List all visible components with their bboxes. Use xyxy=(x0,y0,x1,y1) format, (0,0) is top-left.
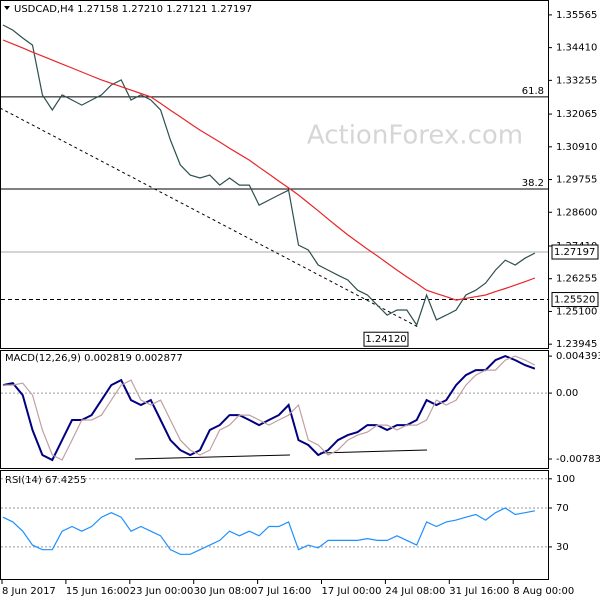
support-label: 1.25520 xyxy=(554,295,595,306)
x-tick-label: 24 Jul 08:00 xyxy=(385,586,445,597)
y-tick-label: 1.33255 xyxy=(556,75,597,86)
macd-support-line xyxy=(319,449,428,454)
x-tick-label: 17 Jul 00:00 xyxy=(322,586,382,597)
y-tick-label: 1.35565 xyxy=(556,10,597,21)
rsi-title: RSI(14) 67.4255 xyxy=(5,475,86,486)
y-tick-label: 0.00 xyxy=(556,388,578,399)
x-tick-label: 8 Aug 00:00 xyxy=(513,586,574,597)
fibo-label: 38.2 xyxy=(522,178,544,189)
menu-arrow xyxy=(4,6,10,10)
price-label-box xyxy=(551,244,599,260)
price-title: USDCAD,H4 1.27158 1.27210 1.27121 1.2719… xyxy=(14,4,252,15)
y-tick-label: 1.30910 xyxy=(556,142,597,153)
rsi-frame xyxy=(0,470,549,580)
y-tick-label: 1.26255 xyxy=(556,274,597,285)
x-tick-label: 7 Jul 16:00 xyxy=(258,586,312,597)
y-tick-label: 0.004393 xyxy=(556,351,600,362)
y-tick-label: 1.34410 xyxy=(556,43,597,54)
price-frame xyxy=(0,0,549,349)
macd-title: MACD(12,26,9) 0.002819 0.002877 xyxy=(5,353,183,364)
y-tick-label: 100 xyxy=(556,474,575,485)
x-tick-label: 8 Jun 2017 xyxy=(2,586,56,597)
y-tick-label: 1.29755 xyxy=(556,175,597,186)
y-tick-label: 1.23945 xyxy=(556,339,597,350)
series-line xyxy=(2,507,536,555)
low-label-box xyxy=(363,331,409,347)
y-tick-label: 1.25100 xyxy=(556,306,597,317)
series-line xyxy=(3,355,536,461)
x-tick-label: 15 Jun 16:00 xyxy=(66,586,130,597)
trend-line xyxy=(0,107,421,329)
support-label-box xyxy=(551,292,599,308)
series-line xyxy=(2,355,536,462)
x-tick-label: 23 Jun 00:00 xyxy=(130,586,194,597)
fibo-label: 61.8 xyxy=(522,86,544,97)
series-line xyxy=(2,39,536,301)
price-label: 1.27197 xyxy=(554,247,595,258)
macd-frame xyxy=(0,350,549,469)
low-label: 1.24120 xyxy=(365,334,406,345)
y-tick-label: 1.28600 xyxy=(556,207,597,218)
y-tick-label: -0.007833 xyxy=(556,454,600,465)
y-tick-label: 30 xyxy=(556,542,569,553)
x-tick-label: 30 Jun 08:00 xyxy=(194,586,258,597)
y-tick-label: 70 xyxy=(556,503,569,514)
x-tick-label: 31 Jul 16:00 xyxy=(449,586,509,597)
y-tick-label: 1.32065 xyxy=(556,109,597,120)
watermark: ActionForex.com xyxy=(307,121,523,151)
series-line xyxy=(2,24,536,327)
macd-support-line xyxy=(134,454,291,460)
